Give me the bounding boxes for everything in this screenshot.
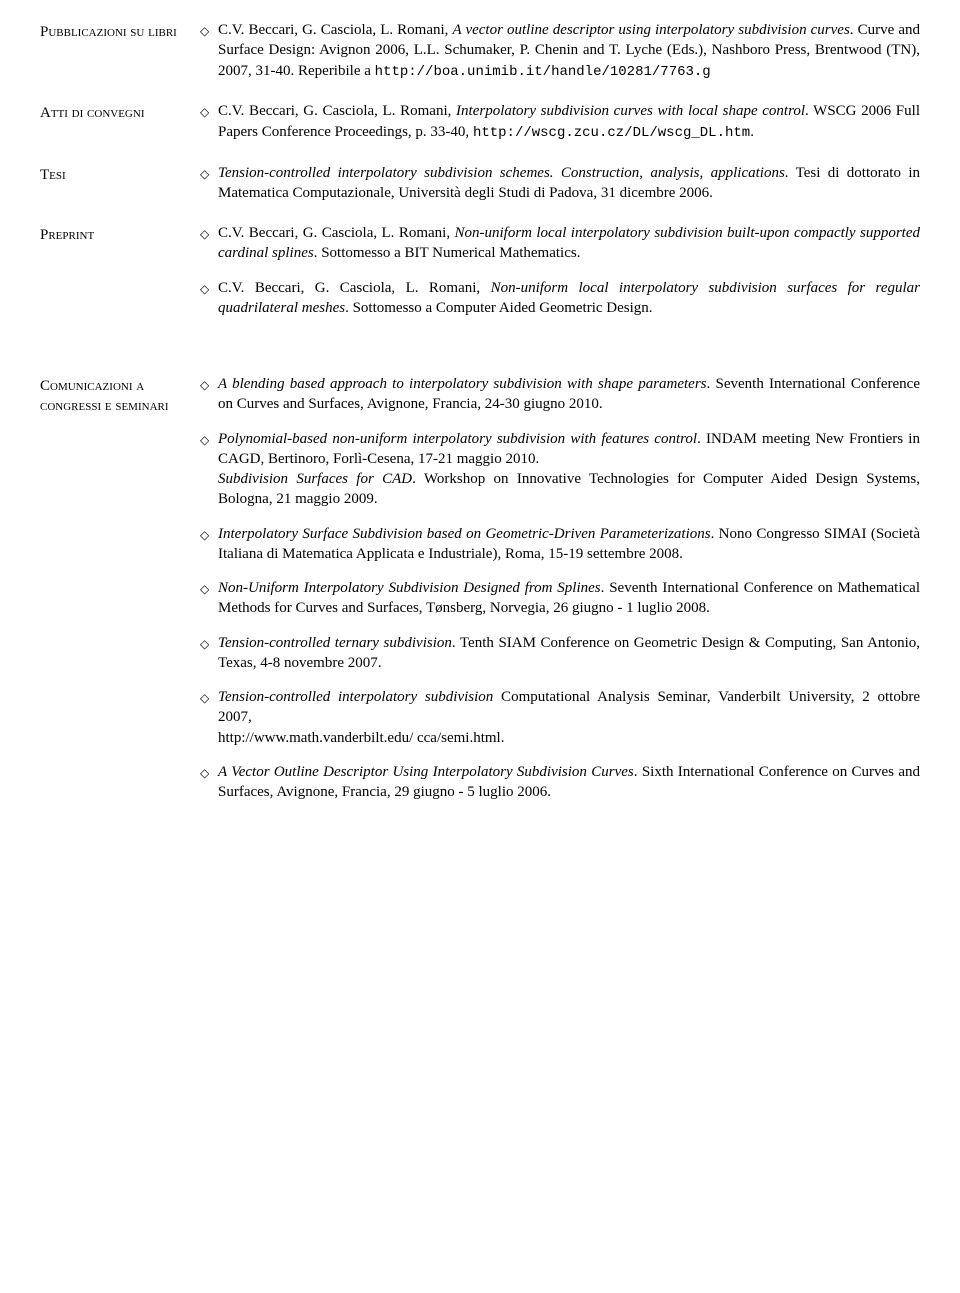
entry-text: C.V. Beccari, G. Casciola, L. Romani, In… [218,101,920,142]
bullet-icon: ◇ [200,374,218,393]
entry-text: A blending based approach to interpolato… [218,374,920,415]
section-content: ◇ C.V. Beccari, G. Casciola, L. Romani, … [200,20,920,95]
section-label-pubblicazioni: Pubblicazioni su libri [40,20,200,42]
list-item: ◇ Polynomial-based non-uniform interpola… [200,429,920,510]
bullet-icon: ◇ [200,524,218,543]
list-item: ◇ Tension-controlled ternary subdivision… [200,633,920,674]
bullet-icon: ◇ [200,20,218,39]
section-content: ◇ C.V. Beccari, G. Casciola, L. Romani, … [200,101,920,156]
section-content: ◇ A blending based approach to interpola… [200,374,920,816]
entry-text: C.V. Beccari, G. Casciola, L. Romani, A … [218,20,920,81]
section-content: ◇ Tension-controlled interpolatory subdi… [200,163,920,218]
section-comunicazioni: Comunicazioni a congressi e seminari ◇ A… [40,374,920,816]
bullet-icon: ◇ [200,633,218,652]
bullet-icon: ◇ [200,762,218,781]
list-item: ◇ C.V. Beccari, G. Casciola, L. Romani, … [200,20,920,81]
section-pubblicazioni: Pubblicazioni su libri ◇ C.V. Beccari, G… [40,20,920,95]
bullet-icon: ◇ [200,578,218,597]
section-label-comunicazioni: Comunicazioni a congressi e seminari [40,374,200,417]
section-atti: Atti di convegni ◇ C.V. Beccari, G. Casc… [40,101,920,156]
entry-text: Interpolatory Surface Subdivision based … [218,524,920,565]
section-tesi: Tesi ◇ Tension-controlled interpolatory … [40,163,920,218]
entry-text: Tension-controlled interpolatory subdivi… [218,163,920,204]
section-label-tesi: Tesi [40,163,200,185]
entry-text: C.V. Beccari, G. Casciola, L. Romani, No… [218,278,920,319]
bullet-icon: ◇ [200,278,218,297]
list-item: ◇ A Vector Outline Descriptor Using Inte… [200,762,920,803]
bullet-icon: ◇ [200,101,218,120]
entry-text: Tension-controlled ternary subdivision. … [218,633,920,674]
bullet-icon: ◇ [200,163,218,182]
bullet-icon: ◇ [200,429,218,448]
section-preprint: Preprint ◇ C.V. Beccari, G. Casciola, L.… [40,223,920,332]
bullet-icon: ◇ [200,687,218,706]
entry-text: Polynomial-based non-uniform interpolato… [218,429,920,510]
list-item: ◇ C.V. Beccari, G. Casciola, L. Romani, … [200,223,920,264]
bullet-icon: ◇ [200,223,218,242]
section-label-preprint: Preprint [40,223,200,245]
entry-text: A Vector Outline Descriptor Using Interp… [218,762,920,803]
list-item: ◇ Non-Uniform Interpolatory Subdivision … [200,578,920,619]
list-item: ◇ Tension-controlled interpolatory subdi… [200,687,920,748]
entry-text: Tension-controlled interpolatory subdivi… [218,687,920,748]
section-label-atti: Atti di convegni [40,101,200,123]
list-item: ◇ A blending based approach to interpola… [200,374,920,415]
section-content: ◇ C.V. Beccari, G. Casciola, L. Romani, … [200,223,920,332]
list-item: ◇ C.V. Beccari, G. Casciola, L. Romani, … [200,278,920,319]
entry-text: C.V. Beccari, G. Casciola, L. Romani, No… [218,223,920,264]
entry-text: Non-Uniform Interpolatory Subdivision De… [218,578,920,619]
list-item: ◇ Interpolatory Surface Subdivision base… [200,524,920,565]
list-item: ◇ Tension-controlled interpolatory subdi… [200,163,920,204]
list-item: ◇ C.V. Beccari, G. Casciola, L. Romani, … [200,101,920,142]
